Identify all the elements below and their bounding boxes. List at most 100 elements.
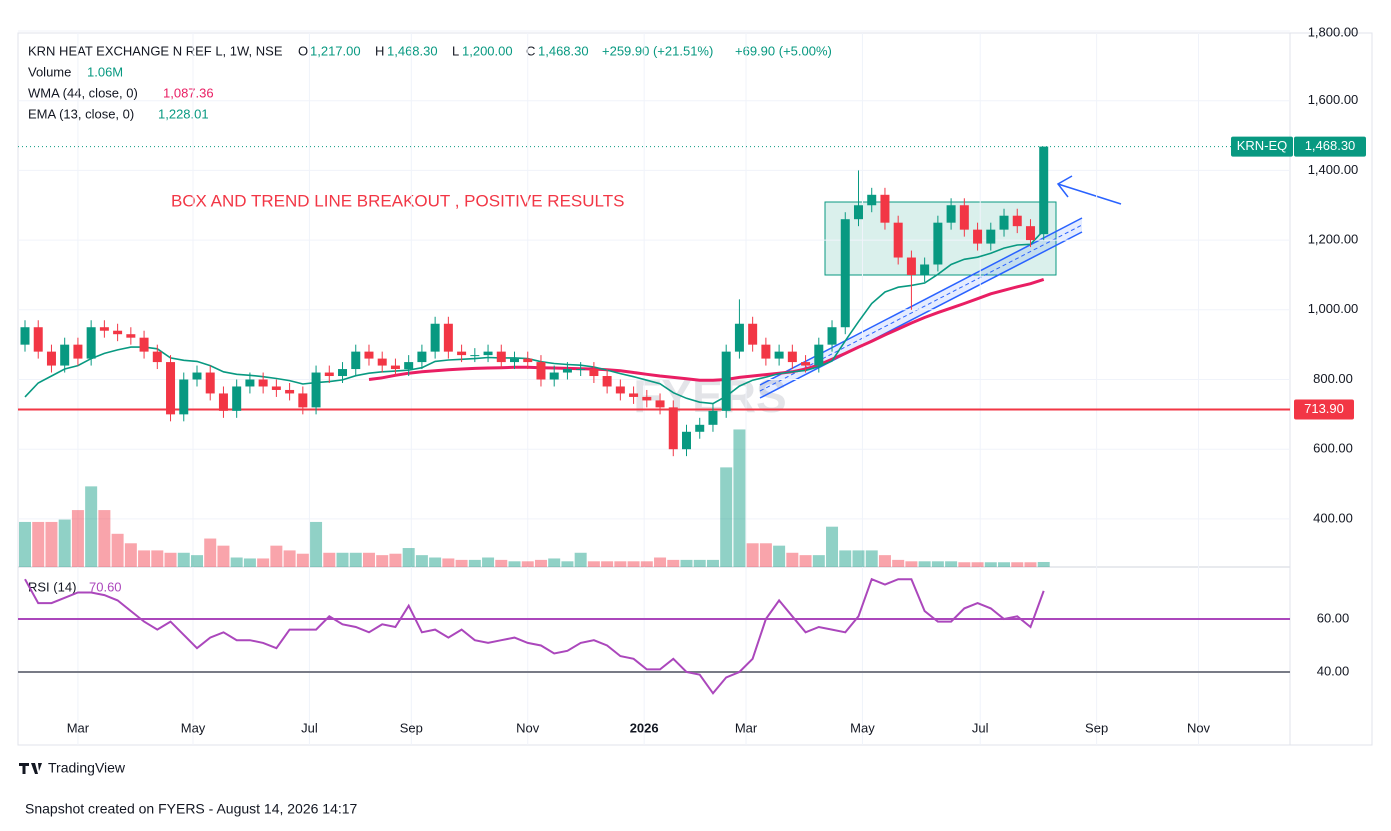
annotation: BOX AND TREND LINE BREAKOUT , POSITIVE R… [171,191,624,210]
volume-bar [376,555,389,567]
volume-bar [720,467,733,567]
volume-bar [839,550,852,567]
volume-bar [336,552,349,567]
candle-body [179,379,189,415]
volume-bar [98,510,111,567]
candle-body [1012,215,1022,227]
volume-bar [402,548,415,567]
legend-rsi-value: 70.60 [89,579,122,594]
candle-body [33,327,43,352]
x-tick-label: Jul [301,720,318,735]
frame [17,32,1373,746]
volume-bar [442,558,455,567]
candle-body [205,372,215,394]
candle-body [86,327,96,359]
ohlc-key: O [298,43,308,58]
last-price-box [1294,136,1366,157]
candle-body [298,393,308,408]
arrow-head [1056,175,1073,198]
candle-body [933,222,943,265]
candle-body [774,351,784,359]
x-tick-label: Jul [972,720,989,735]
legend-wma-value: 1,087.36 [163,85,214,100]
candle-body [536,362,546,380]
y-tick-label: 1,400.00 [1308,162,1359,177]
volume-bar [138,550,151,567]
candle-body [152,351,162,363]
candle-body [60,344,70,366]
volume-bar [561,561,574,567]
volume-bar [865,550,878,567]
candle-body [73,344,83,359]
ohlc-value: 1,217.00 [310,43,361,58]
volume-bar [654,557,667,567]
volume-bar [786,552,799,567]
candle-body [192,372,202,380]
candle-body [258,379,268,387]
volume-bar [693,559,706,567]
candle-body [218,393,228,411]
volume-bar [878,555,891,567]
candle-body [470,355,480,357]
candle-body [695,424,705,432]
volume-bar [984,562,997,567]
candle-body [761,344,771,359]
legend-rsi: RSI (14) [28,579,76,594]
volume-bar [587,561,600,567]
volume-bar [1011,562,1024,567]
volume-bar [71,510,84,567]
volume-bar [746,543,759,567]
y-tick-label: 1,200.00 [1308,232,1359,247]
logo-mark [19,763,42,774]
candle-body [364,351,374,359]
candle-body [615,386,625,394]
volume-bar [706,559,719,567]
candle-body [285,389,295,394]
candle-body [814,344,824,366]
ohlc-key: H [375,43,384,58]
hline-label-box [1294,399,1354,420]
volume-bar [243,558,256,567]
candle-body [271,386,281,390]
legend-ema: EMA (13, close, 0) [28,106,134,121]
volume-bar [389,553,402,567]
trend-mid-line [759,224,1083,392]
brand: TradingView [48,760,126,776]
y-tick-label: 1,800.00 [1308,24,1359,39]
candle-body [523,358,533,363]
change: +259.90 (+21.51%) [602,43,713,58]
volume-bar [217,545,230,567]
volume-bar [826,526,839,567]
candle-body [496,351,506,363]
y-tick-label: 800.00 [1313,371,1353,386]
volume-bar [548,558,561,567]
x-tick-label: Sep [1085,720,1108,735]
volume-bar [945,561,958,567]
trend-line [759,231,1083,399]
volume-bar [164,552,177,567]
volume-bar [574,552,587,567]
trend-line [759,217,1083,386]
y-tick-label: 600.00 [1313,441,1353,456]
volume-bar [124,543,137,567]
volume-bar [733,429,746,567]
volume-bar [759,543,772,567]
ohlc-value: 1,468.30 [387,43,438,58]
candle-body [562,369,572,373]
candle-body [46,351,56,366]
candle-body [853,205,863,220]
drawings [759,175,1122,399]
candle-body [311,372,321,408]
volume-bar [614,561,627,567]
volume-bar [627,561,640,567]
candle-body [668,407,678,450]
arrow [1057,183,1122,205]
x-tick-label: Nov [516,720,540,735]
volume-bar [1024,562,1037,567]
candle-body [655,400,665,408]
volume-bar [852,550,865,567]
candle-body [986,229,996,244]
change2: +69.90 (+5.00%) [735,43,832,58]
candle-body [457,351,467,356]
rsi-tick-label: 40.00 [1317,663,1350,678]
